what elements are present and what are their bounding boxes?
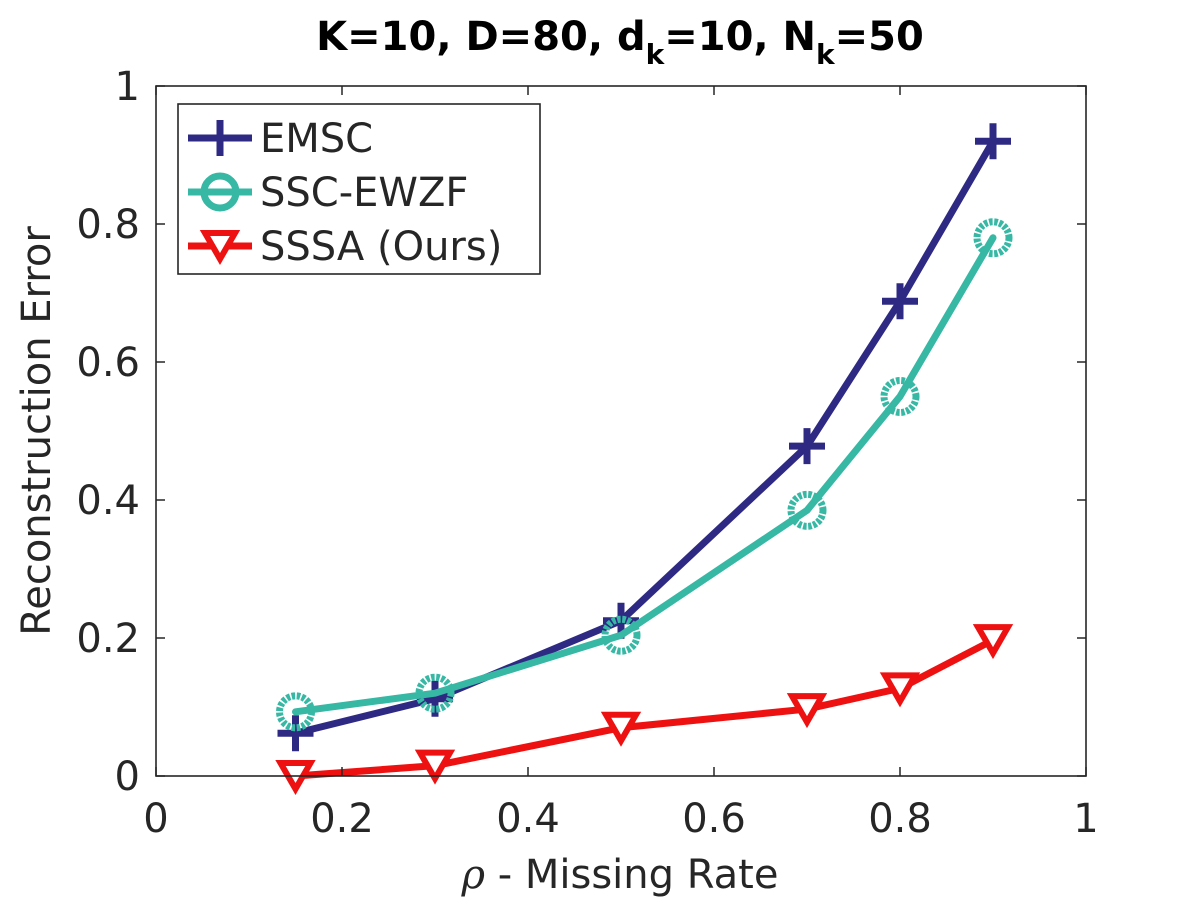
legend-swatch-marker (199, 230, 241, 266)
x-tick-label: 0.6 (682, 796, 746, 842)
data-point-sssa-ours (600, 711, 642, 747)
x-tick-label: 1 (1073, 796, 1098, 842)
data-point-emsc (882, 283, 918, 320)
legend-label: EMSC (260, 116, 373, 162)
x-tick-label: 0 (143, 796, 168, 842)
chart-title: K=10, D=80, dk=10, Nk=50 (316, 14, 924, 71)
data-point-emsc (789, 428, 825, 465)
data-point-sssa-ours (879, 672, 921, 708)
legend-label: SSC-EWZF (260, 170, 468, 216)
data-point-ssc-ewzf (787, 490, 827, 530)
y-tick-label: 1 (115, 64, 140, 110)
legend: EMSC SSC-EWZF SSSA (Ours) (177, 103, 541, 275)
legend-swatch-marker (200, 172, 240, 212)
y-tick-label: 0.6 (76, 340, 140, 386)
legend-label: SSSA (Ours) (260, 224, 502, 270)
x-tick-label: 0.8 (868, 796, 932, 842)
legend-item-emsc: EMSC (188, 116, 373, 162)
series-line-emsc (292, 137, 997, 737)
legend-item-sssa-ours: SSSA (Ours) (188, 224, 502, 270)
x-axis-symbol: ρ (461, 852, 486, 898)
legend-item-ssc-ewzf: SSC-EWZF (188, 170, 468, 216)
axes-box (155, 85, 1087, 777)
data-point-emsc (277, 715, 314, 752)
data-point-ssc-ewzf (276, 692, 315, 732)
data-point-ssc-ewzf (415, 673, 455, 713)
y-tick-label: 0.2 (76, 616, 140, 662)
series-ssc-ewzf (276, 218, 1013, 732)
data-point-ssc-ewzf (601, 615, 641, 655)
x-axis-label: ρ - Missing Rate (461, 852, 779, 898)
y-tick-label: 0.4 (76, 478, 140, 524)
legend-swatch-marker (202, 120, 238, 156)
data-point-emsc (975, 123, 1011, 160)
data-point-sssa-ours (972, 624, 1014, 660)
data-point-ssc-ewzf (880, 377, 920, 416)
data-point-sssa-ours (414, 749, 456, 785)
data-point-ssc-ewzf (973, 218, 1013, 258)
title-subscript-n: k (816, 38, 836, 71)
ticks-layer: 0 0.2 0.4 0.6 0.8 1 0 0.2 0.4 0.6 0.8 1 (76, 64, 1098, 842)
title-subscript-d: k (646, 38, 666, 71)
data-point-sssa-ours (786, 693, 828, 729)
x-tick-label: 0.2 (310, 796, 374, 842)
y-axis-label: Reconstruction Error (14, 226, 60, 636)
x-tick-label: 0.4 (496, 796, 560, 842)
y-tick-label: 0.8 (76, 202, 140, 248)
y-tick-label: 0 (115, 754, 140, 800)
series-line-ssc-ewzf (292, 234, 997, 716)
